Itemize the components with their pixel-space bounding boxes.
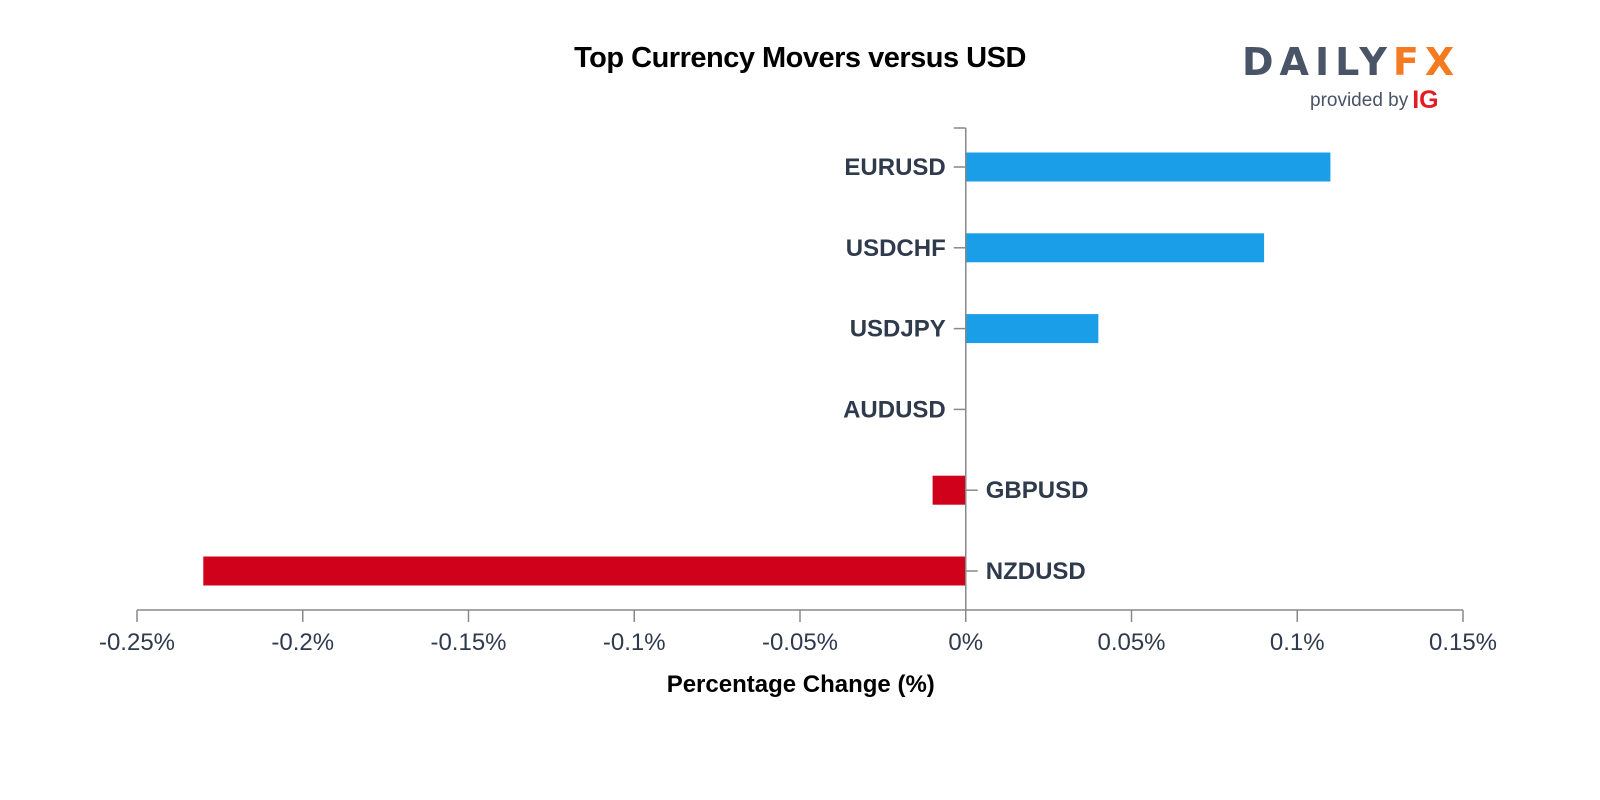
- x-tick-label-3: -0.1%: [603, 629, 666, 656]
- logo-provided-by: provided by IG: [1310, 88, 1439, 113]
- x-tick-label-2: -0.15%: [430, 629, 506, 656]
- bar-usdjpy: [965, 314, 1099, 344]
- x-tick-label-5: 0%: [948, 629, 983, 656]
- category-label-audusd: AUDUSD: [843, 396, 946, 423]
- provided-by-text: provided by: [1310, 90, 1409, 111]
- x-tick-label-6: 0.05%: [1097, 629, 1165, 656]
- logo-daily-text: DAILY: [1242, 40, 1393, 84]
- x-tick-label-7: 0.1%: [1270, 629, 1325, 656]
- chart-title: Top Currency Movers versus USD: [574, 42, 1026, 74]
- bar-usdchf: [965, 233, 1265, 263]
- x-tick-label-1: -0.2%: [271, 629, 334, 656]
- bar-nzdusd: [203, 556, 966, 586]
- bar-eurusd: [965, 152, 1331, 182]
- ig-logo-text: IG: [1412, 86, 1439, 114]
- dailyfx-logo: DAILYFX provided by IG: [1242, 38, 1462, 118]
- category-label-usdchf: USDCHF: [846, 235, 946, 262]
- category-label-usdjpy: USDJPY: [850, 316, 946, 343]
- category-label-eurusd: EURUSD: [844, 154, 945, 181]
- logo-fx-text: FX: [1392, 40, 1461, 84]
- category-label-nzdusd: NZDUSD: [986, 558, 1086, 585]
- x-axis-title: Percentage Change (%): [667, 671, 935, 698]
- x-tick-label-0: -0.25%: [99, 629, 175, 656]
- bar-gbpusd: [932, 475, 966, 505]
- category-label-gbpusd: GBPUSD: [986, 477, 1089, 504]
- x-tick-label-4: -0.05%: [762, 629, 838, 656]
- x-tick-label-8: 0.15%: [1429, 629, 1497, 656]
- logo-wordmark: DAILYFX: [1242, 38, 1460, 86]
